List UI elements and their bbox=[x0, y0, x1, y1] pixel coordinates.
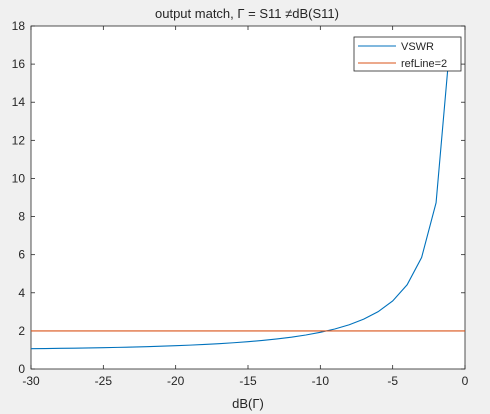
y-tick-label: 10 bbox=[12, 171, 26, 185]
legend-entries: VSWR refLine=2 bbox=[358, 41, 447, 70]
x-tick-label: -10 bbox=[312, 374, 330, 388]
legend-label: VSWR bbox=[401, 41, 434, 53]
y-tick-label: 8 bbox=[18, 210, 25, 224]
x-tick-label: -15 bbox=[239, 374, 257, 388]
y-tick-label: 12 bbox=[12, 133, 26, 147]
y-tick-label: 0 bbox=[18, 362, 25, 376]
y-tick-label: 2 bbox=[18, 324, 25, 338]
chart-title: output match, Γ = S11 ≠dB(S11) bbox=[155, 6, 339, 21]
legend[interactable]: VSWR refLine=2 bbox=[353, 36, 462, 72]
x-tick-label: 0 bbox=[462, 374, 469, 388]
x-tick-label: -30 bbox=[22, 374, 40, 388]
x-tick-label: -25 bbox=[95, 374, 113, 388]
tick-layer: -30 -25 -20 -15 -10 -5 0 0 2 4 6 8 10 12 14 16 18 bbox=[12, 19, 469, 388]
y-tick-label: 4 bbox=[18, 286, 25, 300]
axes-plot-area bbox=[30, 25, 466, 370]
y-tick-label: 18 bbox=[12, 19, 26, 33]
series-line-vswr bbox=[30, 37, 452, 350]
x-tick-label: -5 bbox=[387, 374, 398, 388]
y-tick-label: 6 bbox=[18, 248, 25, 262]
x-tick-label: -20 bbox=[167, 374, 185, 388]
legend-box bbox=[353, 36, 462, 72]
y-tick-label: 14 bbox=[12, 95, 26, 109]
y-tick-label: 16 bbox=[12, 57, 26, 71]
x-axis-label: dB(Γ) bbox=[232, 396, 264, 411]
series-layer bbox=[30, 37, 465, 350]
legend-label: refLine=2 bbox=[401, 58, 447, 70]
